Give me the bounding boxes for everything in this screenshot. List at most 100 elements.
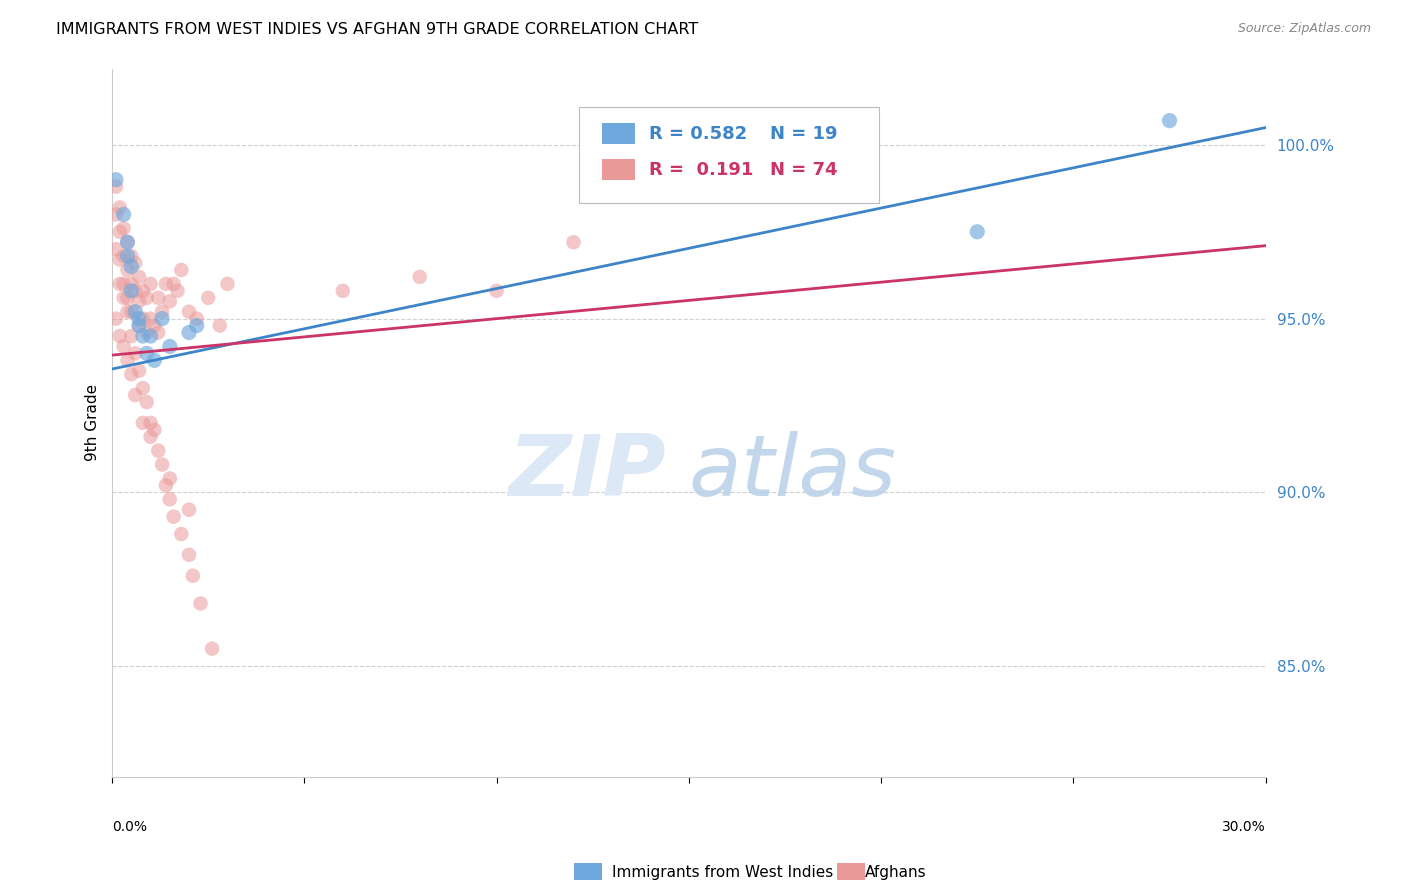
Point bbox=[124, 346, 146, 360]
Point bbox=[139, 430, 162, 444]
Point bbox=[135, 326, 157, 340]
Point bbox=[966, 225, 988, 239]
Point bbox=[139, 311, 162, 326]
Point bbox=[124, 304, 146, 318]
Point bbox=[120, 304, 142, 318]
Point bbox=[332, 284, 354, 298]
Point bbox=[124, 284, 146, 298]
Text: R =  0.191: R = 0.191 bbox=[648, 161, 752, 179]
Point bbox=[117, 235, 139, 250]
Point bbox=[148, 291, 170, 305]
Point bbox=[177, 304, 200, 318]
FancyBboxPatch shape bbox=[579, 108, 879, 203]
Y-axis label: 9th Grade: 9th Grade bbox=[86, 384, 100, 461]
Point bbox=[117, 353, 139, 368]
Point bbox=[186, 311, 208, 326]
Point bbox=[108, 329, 131, 343]
Point bbox=[104, 179, 127, 194]
Point bbox=[135, 395, 157, 409]
Text: Immigrants from West Indies: Immigrants from West Indies bbox=[612, 865, 832, 880]
Point bbox=[104, 242, 127, 256]
Point bbox=[117, 263, 139, 277]
Point bbox=[139, 329, 162, 343]
Point bbox=[112, 277, 135, 291]
Point bbox=[162, 277, 184, 291]
Point bbox=[132, 381, 155, 395]
Point bbox=[132, 311, 155, 326]
Text: N = 74: N = 74 bbox=[769, 161, 837, 179]
Point bbox=[132, 416, 155, 430]
Point bbox=[104, 172, 127, 186]
Point bbox=[162, 509, 184, 524]
Point bbox=[112, 339, 135, 353]
Point bbox=[177, 326, 200, 340]
Point bbox=[124, 256, 146, 270]
Point bbox=[108, 277, 131, 291]
Point bbox=[108, 225, 131, 239]
Point bbox=[170, 527, 193, 541]
Point bbox=[177, 502, 200, 516]
Point bbox=[117, 291, 139, 305]
Point bbox=[128, 311, 150, 326]
Point bbox=[208, 318, 231, 333]
Point bbox=[148, 443, 170, 458]
Point bbox=[124, 388, 146, 402]
Point bbox=[159, 294, 181, 309]
Point bbox=[150, 304, 173, 318]
Point bbox=[135, 291, 157, 305]
Point bbox=[135, 346, 157, 360]
Text: Source: ZipAtlas.com: Source: ZipAtlas.com bbox=[1237, 22, 1371, 36]
Point bbox=[159, 339, 181, 353]
Point bbox=[155, 478, 177, 492]
Point bbox=[104, 207, 127, 221]
Point bbox=[120, 249, 142, 263]
Point bbox=[485, 284, 508, 298]
Point bbox=[117, 304, 139, 318]
Point bbox=[1159, 113, 1181, 128]
Text: IMMIGRANTS FROM WEST INDIES VS AFGHAN 9TH GRADE CORRELATION CHART: IMMIGRANTS FROM WEST INDIES VS AFGHAN 9T… bbox=[56, 22, 699, 37]
Point bbox=[112, 291, 135, 305]
Text: Afghans: Afghans bbox=[865, 865, 927, 880]
Point bbox=[120, 329, 142, 343]
Point bbox=[143, 318, 166, 333]
FancyBboxPatch shape bbox=[602, 159, 634, 180]
Point bbox=[132, 284, 155, 298]
Point bbox=[112, 249, 135, 263]
FancyBboxPatch shape bbox=[602, 123, 634, 145]
Point bbox=[562, 235, 585, 250]
Point bbox=[139, 416, 162, 430]
Point bbox=[217, 277, 239, 291]
Point bbox=[155, 277, 177, 291]
Point bbox=[128, 269, 150, 284]
Point bbox=[181, 568, 204, 582]
Point bbox=[120, 368, 142, 382]
Text: R = 0.582: R = 0.582 bbox=[648, 126, 747, 144]
Point bbox=[117, 235, 139, 250]
Text: N = 19: N = 19 bbox=[769, 126, 837, 144]
Text: ZIP: ZIP bbox=[508, 431, 666, 514]
Point bbox=[104, 311, 127, 326]
Point bbox=[186, 318, 208, 333]
Point bbox=[128, 318, 150, 333]
Point bbox=[108, 201, 131, 215]
Point bbox=[128, 364, 150, 378]
Text: 0.0%: 0.0% bbox=[112, 820, 148, 834]
Point bbox=[108, 252, 131, 267]
Point bbox=[197, 291, 219, 305]
Point bbox=[148, 326, 170, 340]
Point bbox=[128, 318, 150, 333]
Text: atlas: atlas bbox=[689, 431, 897, 514]
Point bbox=[128, 294, 150, 309]
Point bbox=[201, 641, 224, 656]
Point bbox=[159, 471, 181, 485]
Point bbox=[139, 277, 162, 291]
Point bbox=[150, 311, 173, 326]
Point bbox=[409, 269, 432, 284]
Point bbox=[132, 329, 155, 343]
Point bbox=[150, 458, 173, 472]
Point bbox=[120, 277, 142, 291]
Point bbox=[177, 548, 200, 562]
Point bbox=[112, 207, 135, 221]
Point bbox=[120, 260, 142, 274]
Point bbox=[159, 492, 181, 507]
